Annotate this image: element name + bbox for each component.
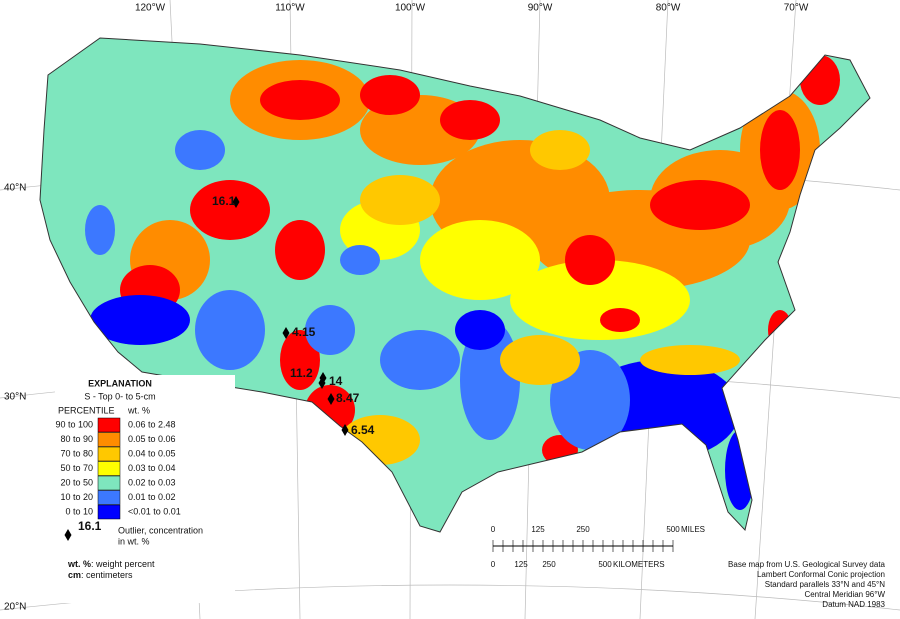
outlier-marker — [282, 327, 290, 339]
outlier-marker — [327, 393, 335, 405]
legend-range: 0.06 to 2.48 — [128, 419, 176, 429]
legend-percentile: 90 to 100 — [55, 419, 93, 429]
note-term: wt. % — [67, 559, 91, 569]
concentration-zone — [190, 180, 270, 240]
concentration-zone — [85, 205, 115, 255]
concentration-zone — [640, 345, 740, 375]
credit-line: Lambert Conformal Conic projection — [757, 570, 885, 579]
legend-percentile: 50 to 70 — [60, 463, 93, 473]
legend-range: 0.05 to 0.06 — [128, 434, 176, 444]
concentration-zone — [175, 130, 225, 170]
note-definition: : centimeters — [81, 570, 133, 580]
legend-range: 0.04 to 0.05 — [128, 448, 176, 458]
concentration-zone — [760, 110, 800, 190]
scale-label: 250 — [542, 560, 556, 569]
outlier-marker — [318, 377, 326, 389]
scale-unit: KILOMETERS — [613, 560, 665, 569]
scale-label: 0 — [491, 525, 496, 534]
legend-swatch — [97, 504, 121, 520]
longitude-label: 110°W — [275, 3, 305, 14]
outlier-label: 8.47 — [336, 391, 360, 405]
outlier-label: 4.15 — [292, 325, 316, 339]
legend-title: EXPLANATION — [88, 378, 152, 388]
credit-line: Base map from U.S. Geological Survey dat… — [728, 560, 886, 569]
legend-swatch — [97, 490, 121, 505]
concentration-zone — [500, 335, 580, 385]
concentration-zone — [380, 330, 460, 390]
outlier-marker — [232, 196, 240, 208]
legend-range: 0.02 to 0.03 — [128, 477, 176, 487]
latitude-label: 20°N — [4, 602, 26, 613]
labels: 120°W 110°W 100°W 90°W 80°W 70°W 40°N 30°N 20°N 1… — [4, 3, 886, 613]
legend-outlier-sample: 16.1 — [78, 519, 102, 533]
legend-swatch — [97, 446, 121, 462]
outlier-marker — [341, 424, 349, 436]
concentration-zone — [360, 175, 440, 225]
credit-line: Datum NAD 1983 — [822, 600, 885, 609]
scale-label: 500 — [598, 560, 612, 569]
legend-range: <0.01 to 0.01 — [128, 506, 181, 516]
legend-header: PERCENTILE — [58, 405, 115, 415]
scale-label: 250 — [576, 525, 590, 534]
latitude-label: 30°N — [4, 392, 26, 403]
legend-percentile: 80 to 90 — [60, 434, 93, 444]
concentration-zone — [305, 305, 355, 355]
legend-header: wt. % — [127, 405, 150, 415]
legend-range: 0.03 to 0.04 — [128, 463, 176, 473]
legend-outlier-text: in wt. % — [118, 536, 150, 546]
legend-percentile: 20 to 50 — [60, 477, 93, 487]
concentration-zone — [530, 130, 590, 170]
scale-label: 125 — [514, 560, 528, 569]
outlier-marker — [64, 529, 72, 541]
longitude-label: 100°W — [395, 3, 426, 14]
concentration-zone — [340, 245, 380, 275]
longitude-label: 90°W — [528, 3, 553, 14]
concentration-zone — [510, 260, 690, 340]
legend-outlier-text: Outlier, concentration — [118, 525, 203, 535]
concentration-zone — [275, 220, 325, 280]
legend-swatch — [97, 432, 121, 447]
legend-swatch — [97, 417, 121, 433]
outlier-label: 6.54 — [351, 423, 375, 437]
concentration-zone — [260, 80, 340, 120]
legend-background — [55, 375, 235, 603]
concentration-zone — [565, 235, 615, 285]
credit-line: Standard parallels 33°N and 45°N — [765, 580, 885, 589]
concentration-zone — [650, 180, 750, 230]
outlier-label: 16.1 — [212, 194, 236, 208]
legend-subtitle: S - Top 0- to 5-cm — [84, 391, 155, 401]
legend-range: 0.01 to 0.02 — [128, 492, 176, 502]
legend-percentile: 10 to 20 — [60, 492, 93, 502]
concentration-zone — [600, 308, 640, 332]
concentration-zone — [195, 290, 265, 370]
scale-label: 0 — [491, 560, 496, 569]
scale-unit: MILES — [681, 525, 705, 534]
longitude-label: 120°W — [135, 3, 166, 14]
credit-line: Central Meridian 96°W — [804, 590, 885, 599]
concentration-zone — [440, 100, 500, 140]
concentration-zone — [360, 75, 420, 115]
legend-note: wt. %: weight percent — [67, 559, 155, 569]
outlier-label: 14 — [329, 374, 343, 388]
outlier-label: 11.2 — [290, 366, 313, 380]
legend-percentile: 70 to 80 — [60, 448, 93, 458]
scale-label: 125 — [531, 525, 545, 534]
legend-swatch — [97, 461, 121, 476]
latitude-label: 40°N — [4, 183, 26, 194]
concentration-zone — [455, 310, 505, 350]
legend-swatch — [97, 475, 121, 491]
longitude-label: 70°W — [784, 3, 809, 14]
legend-percentile: 0 to 10 — [65, 506, 93, 516]
longitude-label: 80°W — [656, 3, 681, 14]
note-definition: : weight percent — [91, 559, 155, 569]
concentration-zone — [90, 295, 190, 345]
legend-note: cm: centimeters — [68, 570, 133, 580]
note-term: cm — [68, 570, 81, 580]
concentration-zone — [420, 220, 540, 300]
scale-label: 500 — [666, 525, 680, 534]
